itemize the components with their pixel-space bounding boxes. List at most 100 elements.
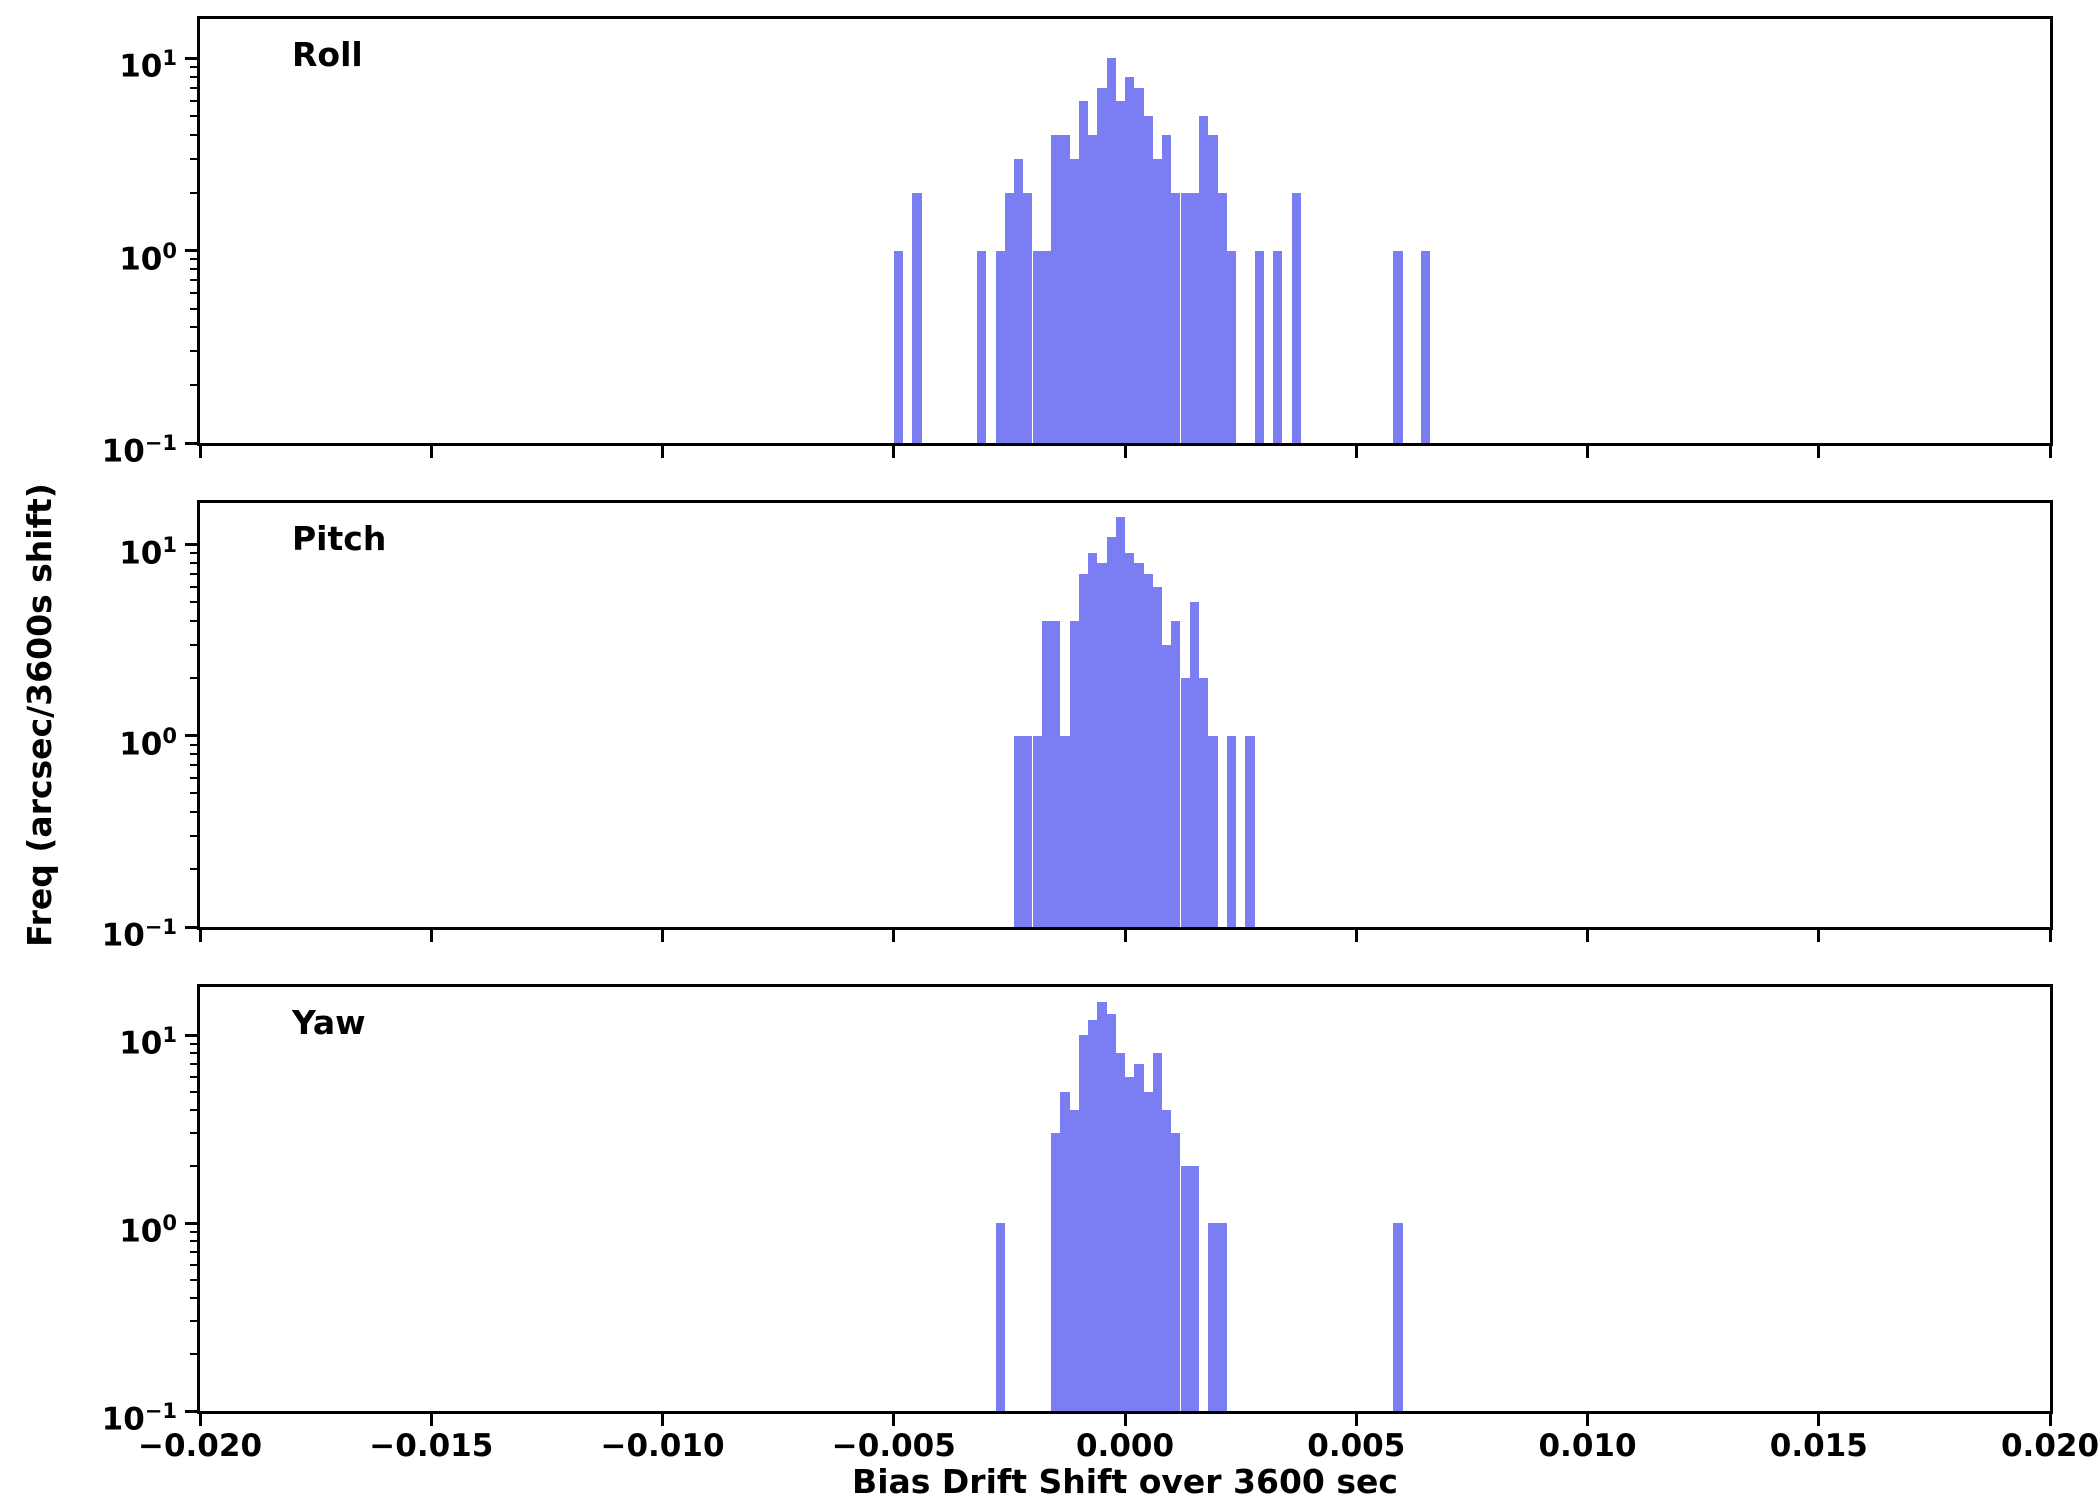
histogram-bar [1060, 735, 1070, 927]
histogram-bar [1088, 1020, 1098, 1411]
histogram-bar [1106, 58, 1116, 443]
x-major-tick [1354, 446, 1358, 458]
x-major-tick [1123, 1414, 1127, 1426]
x-major-tick [1817, 446, 1821, 458]
histogram-bar [1226, 250, 1237, 443]
y-minor-tick [190, 307, 197, 310]
histogram-bar [1125, 76, 1135, 443]
x-major-tick [1123, 446, 1127, 458]
histogram-bar [1115, 100, 1126, 443]
y-minor-tick [190, 777, 197, 780]
histogram-bar [1171, 620, 1181, 927]
y-major-tick [185, 734, 197, 738]
x-tick-label: −0.010 [600, 1428, 725, 1464]
x-major-tick [892, 930, 896, 942]
histogram-bar [1152, 587, 1162, 927]
histogram-bar [1189, 602, 1200, 927]
histogram-bar [912, 192, 922, 443]
histogram-bar [1180, 192, 1190, 443]
histogram-bar [1208, 735, 1218, 927]
x-major-tick [1817, 1414, 1821, 1426]
x-major-tick [198, 446, 202, 458]
y-minor-tick [190, 1320, 197, 1323]
y-minor-tick [190, 75, 197, 78]
y-minor-tick [190, 619, 197, 622]
histogram-bar [1162, 134, 1172, 443]
histogram-bar [1421, 250, 1431, 443]
histogram-bar [1125, 553, 1135, 927]
histogram-bar [1226, 735, 1237, 927]
x-major-tick [198, 1414, 202, 1426]
y-minor-tick [190, 562, 197, 565]
histogram-bar [1004, 192, 1015, 443]
histogram-bar [1152, 1053, 1162, 1411]
y-minor-tick [190, 1165, 197, 1168]
histogram-bar [1032, 735, 1042, 927]
y-minor-tick [190, 1230, 197, 1233]
x-major-tick [1586, 930, 1589, 942]
y-minor-tick [190, 1052, 197, 1055]
histogram-bar [1208, 134, 1218, 443]
histogram-bar [1014, 735, 1024, 927]
histogram-bar [1014, 158, 1024, 443]
histogram-bar [1162, 1109, 1172, 1411]
yaw-bars-area [200, 987, 2050, 1411]
roll-bars-area [200, 19, 2050, 443]
y-minor-tick [190, 350, 197, 353]
histogram-bar [1393, 1223, 1403, 1411]
x-tick-label: −0.015 [369, 1428, 494, 1464]
histogram-bar [1088, 553, 1098, 927]
x-major-tick [2048, 1414, 2052, 1426]
histogram-bar [1189, 192, 1200, 443]
histogram-bar [1115, 1053, 1126, 1411]
y-major-tick [185, 1033, 197, 1037]
x-major-tick [429, 930, 433, 942]
histogram-bar [1180, 678, 1190, 927]
x-major-tick [429, 1414, 433, 1426]
y-minor-tick [190, 792, 197, 795]
histogram-bar [1134, 563, 1144, 927]
y-minor-tick [190, 573, 197, 576]
histogram-bar [1125, 1076, 1135, 1411]
x-major-tick [661, 1414, 664, 1426]
histogram-bar [1189, 1166, 1200, 1411]
panel-title-roll: Roll [292, 35, 363, 74]
x-major-tick [1123, 930, 1127, 942]
y-major-tick [185, 1221, 197, 1225]
y-minor-tick [190, 99, 197, 102]
y-major-tick [185, 1409, 197, 1413]
y-minor-tick [190, 1240, 197, 1243]
x-major-tick [661, 930, 664, 942]
pitch-histogram-panel: Pitch [197, 500, 2053, 930]
x-major-tick [198, 930, 202, 942]
y-major-tick [185, 249, 197, 253]
histogram-bar [1115, 516, 1126, 927]
y-minor-tick [190, 586, 197, 588]
histogram-bar [1051, 620, 1061, 927]
y-tick-label: 10−1 [101, 915, 177, 954]
x-major-tick [892, 446, 896, 458]
histogram-bar [1078, 574, 1089, 927]
histogram-bar [1134, 88, 1144, 443]
y-minor-tick [190, 1278, 197, 1281]
x-major-tick [1817, 930, 1821, 942]
x-major-tick [1354, 1414, 1358, 1426]
histogram-bar [1273, 250, 1283, 443]
x-tick-label: −0.005 [831, 1428, 956, 1464]
y-major-tick [185, 56, 197, 60]
x-major-tick [2048, 446, 2052, 458]
y-minor-tick [190, 1353, 197, 1356]
histogram-bar [1143, 1091, 1153, 1411]
y-minor-tick [190, 1075, 197, 1078]
x-major-tick [1586, 446, 1589, 458]
x-major-tick [2048, 930, 2052, 942]
x-major-tick [892, 1414, 896, 1426]
histogram-bar [1051, 134, 1061, 443]
histogram-bar [1152, 158, 1162, 443]
histogram-bar [1051, 1133, 1061, 1411]
histogram-bar [893, 250, 904, 443]
histogram-bar [1199, 116, 1209, 443]
x-tick-label: 0.000 [1075, 1428, 1175, 1464]
histogram-bar [995, 1223, 1005, 1411]
